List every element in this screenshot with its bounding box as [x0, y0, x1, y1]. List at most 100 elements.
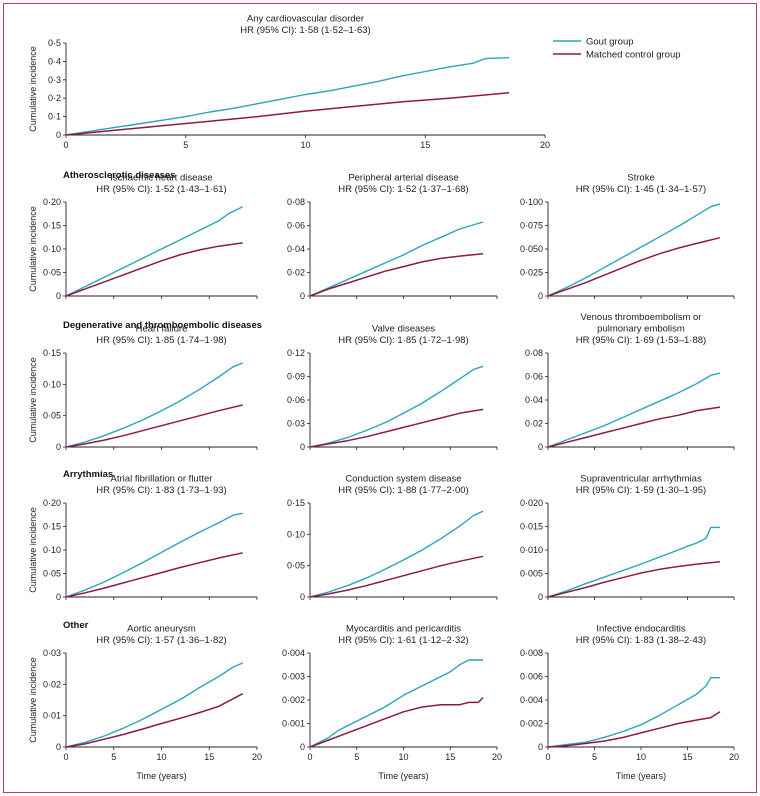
y-tick-label: 0·15	[287, 498, 305, 508]
series-line-gout	[309, 221, 484, 297]
series-line-control	[547, 236, 721, 297]
y-tick-label: 0·1	[48, 112, 61, 122]
chart-hr-hf: HR (95% CI): 1·85 (1·74–1·98)	[96, 335, 226, 346]
x-tick-label: 15	[682, 752, 692, 762]
y-tick-label: 0·010	[520, 545, 543, 555]
y-tick-label: 0·06	[287, 395, 305, 405]
chart-title-pad: Peripheral arterial disease	[348, 173, 458, 184]
y-tick-label: 0·05	[287, 561, 305, 571]
chart-title-ihd: Ischaemic heart disease	[110, 173, 212, 184]
chart-title-endocarditis: Infective endocarditis	[596, 624, 685, 635]
y-tick-label: 0·10	[43, 244, 61, 254]
y-tick-label: 0·05	[43, 569, 61, 579]
y-tick-label: 0	[300, 592, 305, 602]
chart-title-vte: pulmonary embolism	[597, 324, 685, 335]
section-heading-degenerative: Degenerative and thromboembolic diseases	[63, 320, 262, 331]
chart-title-conduction: Conduction system disease	[345, 474, 461, 485]
chart-hr-af: HR (95% CI): 1·83 (1·73–1·93)	[96, 485, 226, 496]
y-tick-label: 0	[538, 742, 543, 752]
y-tick-label: 0·06	[287, 221, 305, 231]
y-tick-label: 0·02	[287, 268, 305, 278]
chart-title-any: Any cardiovascular disorder	[247, 14, 364, 25]
y-axis-label: Cumulative incidence	[28, 46, 38, 132]
chart-hr-any: HR (95% CI): 1·58 (1·52–1·63)	[240, 25, 370, 36]
series-line-control	[65, 693, 244, 748]
x-tick-label: 20	[540, 140, 550, 150]
y-axis-label: Cumulative incidence	[28, 507, 38, 593]
y-tick-label: 0·05	[43, 268, 61, 278]
series-line-control	[309, 697, 484, 748]
y-tick-label: 0	[56, 742, 61, 752]
y-tick-label: 0·03	[287, 419, 305, 429]
y-tick-label: 0·100	[520, 197, 543, 207]
chart-hr-ihd: HR (95% CI): 1·52 (1·43–1·61)	[96, 184, 226, 195]
series-line-control	[547, 711, 721, 748]
series-line-control	[309, 408, 484, 448]
y-tick-label: 0·03	[43, 648, 61, 658]
x-axis-label: Time (years)	[616, 771, 666, 781]
y-tick-label: 0·5	[48, 38, 61, 48]
series-line-control	[547, 561, 721, 598]
y-tick-label: 0·09	[287, 372, 305, 382]
y-tick-label: 0·10	[43, 379, 61, 389]
series-line-control	[309, 252, 484, 297]
x-tick-label: 15	[445, 752, 455, 762]
chart-hr-aortic: HR (95% CI): 1·57 (1·36–1·82)	[96, 635, 226, 646]
x-tick-label: 0	[63, 140, 68, 150]
series-line-gout	[65, 57, 510, 136]
chart-title-vte: Venous thromboembolism or	[581, 312, 702, 323]
y-tick-label: 0·12	[287, 348, 305, 358]
x-tick-label: 0	[307, 752, 312, 762]
y-tick-label: 0	[300, 291, 305, 301]
y-axis-label: Cumulative incidence	[28, 357, 38, 443]
y-tick-label: 0·005	[520, 569, 543, 579]
x-tick-label: 0	[545, 752, 550, 762]
y-tick-label: 0	[538, 592, 543, 602]
chart-hr-endocarditis: HR (95% CI): 1·83 (1·38–2·43)	[576, 635, 706, 646]
chart-hr-pad: HR (95% CI): 1·52 (1·37–1·68)	[338, 184, 468, 195]
series-line-gout	[547, 526, 720, 598]
y-tick-label: 0·08	[287, 197, 305, 207]
x-tick-label: 10	[156, 752, 166, 762]
y-tick-label: 0·008	[520, 648, 543, 658]
series-line-gout	[65, 206, 244, 297]
y-tick-label: 0·4	[48, 56, 61, 66]
y-tick-label: 0·004	[282, 648, 305, 658]
y-tick-label: 0·006	[520, 672, 543, 682]
y-axis-label: Cumulative incidence	[28, 206, 38, 292]
x-tick-label: 15	[420, 140, 430, 150]
chart-title-stroke: Stroke	[627, 173, 654, 184]
y-tick-label: 0·04	[525, 395, 543, 405]
legend-label-control: Matched control group	[586, 50, 681, 61]
y-tick-label: 0·20	[43, 197, 61, 207]
x-tick-label: 5	[354, 752, 359, 762]
y-tick-label: 0·02	[43, 679, 61, 689]
series-line-control	[65, 242, 243, 297]
chart-hr-conduction: HR (95% CI): 1·88 (1·77–2·00)	[338, 485, 468, 496]
y-tick-label: 0·015	[520, 522, 543, 532]
x-tick-label: 5	[592, 752, 597, 762]
figure-frame	[3, 3, 757, 793]
y-tick-label: 0	[538, 442, 543, 452]
series-line-control	[65, 404, 243, 448]
chart-hr-valve: HR (95% CI): 1·85 (1·72–1·98)	[338, 335, 468, 346]
series-line-control	[65, 91, 510, 136]
y-tick-label: 0·15	[43, 522, 61, 532]
y-tick-label: 0·001	[282, 719, 305, 729]
y-tick-label: 0	[300, 442, 305, 452]
chart-hr-stroke: HR (95% CI): 1·45 (1·34–1·57)	[576, 184, 706, 195]
series-line-gout	[65, 662, 243, 748]
y-tick-label: 0·20	[43, 498, 61, 508]
x-tick-label: 10	[398, 752, 408, 762]
y-tick-label: 0·08	[525, 348, 543, 358]
